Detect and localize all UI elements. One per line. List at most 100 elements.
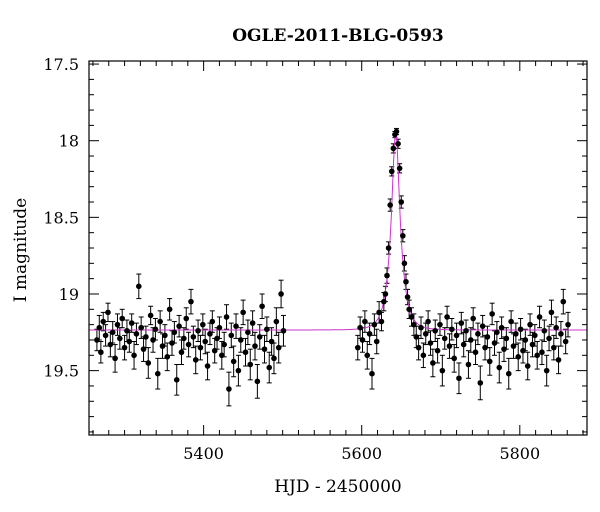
- data-point: [235, 367, 242, 374]
- data-point: [385, 245, 392, 251]
- data-point: [373, 338, 380, 345]
- data-point: [508, 318, 514, 325]
- data-point: [388, 168, 395, 175]
- data-point: [381, 298, 387, 305]
- data-point: [475, 331, 481, 337]
- data-point: [202, 338, 208, 345]
- data-point: [553, 324, 559, 331]
- data-point: [555, 357, 562, 363]
- data-point: [188, 298, 194, 305]
- data-point: [541, 327, 548, 334]
- data-point: [228, 332, 235, 339]
- data-point: [105, 309, 111, 316]
- data-point: [387, 202, 393, 208]
- data-point: [536, 314, 543, 320]
- data-point: [268, 338, 275, 345]
- data-point: [207, 331, 213, 337]
- data-point: [420, 352, 427, 359]
- data-point: [520, 347, 526, 354]
- x-tick-label: 5400: [183, 444, 224, 463]
- data-point: [427, 340, 434, 346]
- data-point: [411, 321, 417, 328]
- data-point: [107, 341, 114, 348]
- data-point: [183, 315, 190, 322]
- data-point: [100, 318, 107, 325]
- data-point: [369, 370, 375, 377]
- data-point: [221, 341, 227, 348]
- data-point: [378, 318, 385, 325]
- data-point: [395, 140, 401, 147]
- data-point: [562, 338, 569, 345]
- data-point: [136, 283, 142, 290]
- data-point: [404, 294, 411, 300]
- data-point: [496, 364, 503, 371]
- data-point: [371, 321, 378, 328]
- data-point: [558, 331, 564, 337]
- data-point: [444, 314, 450, 320]
- data-point: [354, 344, 361, 351]
- data-point: [465, 361, 472, 368]
- data-point: [114, 321, 121, 328]
- data-point: [505, 370, 512, 377]
- data-point: [240, 309, 246, 316]
- data-point: [204, 363, 211, 369]
- data-point: [403, 278, 409, 285]
- data-point: [451, 355, 458, 362]
- data-point: [376, 309, 382, 316]
- data-point: [482, 344, 488, 351]
- data-point: [468, 337, 474, 343]
- data-point: [273, 318, 280, 325]
- data-point: [261, 346, 268, 352]
- data-point: [393, 128, 400, 135]
- data-point: [230, 358, 237, 365]
- data-point: [396, 165, 403, 172]
- data-point: [185, 341, 192, 348]
- data-point: [178, 349, 185, 356]
- data-point: [157, 318, 163, 325]
- data-point: [527, 321, 533, 328]
- y-tick-label: 19.5: [43, 362, 79, 381]
- data-point: [252, 343, 258, 349]
- data-point: [359, 337, 366, 343]
- data-point: [501, 346, 507, 352]
- data-point: [154, 370, 161, 377]
- data-point: [145, 360, 152, 366]
- data-point: [266, 364, 273, 371]
- data-point: [150, 337, 156, 343]
- data-point: [458, 320, 465, 326]
- data-point: [126, 338, 133, 345]
- data-point: [96, 324, 103, 331]
- data-point: [479, 323, 486, 329]
- data-point: [489, 311, 495, 317]
- data-point: [169, 340, 175, 346]
- data-point: [486, 358, 493, 365]
- y-tick-label: 18: [59, 132, 79, 151]
- data-point: [453, 332, 460, 339]
- data-point: [449, 326, 455, 333]
- data-point: [382, 291, 389, 297]
- data-point: [226, 386, 232, 392]
- data-point: [398, 199, 405, 205]
- data-point: [109, 329, 116, 336]
- x-tick-label: 5800: [499, 444, 540, 463]
- chart-title: OGLE-2011-BLG-0593: [232, 26, 444, 46]
- data-point: [138, 324, 144, 331]
- data-point: [498, 324, 505, 331]
- x-tick-label: 5600: [341, 444, 382, 463]
- data-point: [418, 324, 424, 331]
- data-point: [446, 343, 453, 349]
- data-point: [237, 337, 244, 343]
- data-point: [456, 375, 462, 382]
- data-point: [133, 331, 140, 337]
- data-point: [121, 344, 128, 351]
- data-point: [162, 332, 168, 339]
- data-point: [124, 327, 130, 334]
- data-point: [532, 332, 538, 339]
- data-point: [413, 334, 420, 340]
- data-point: [152, 326, 159, 333]
- data-point: [242, 349, 249, 356]
- data-point: [441, 335, 448, 342]
- data-point: [197, 344, 204, 351]
- data-point: [406, 306, 412, 313]
- data-point: [463, 327, 469, 334]
